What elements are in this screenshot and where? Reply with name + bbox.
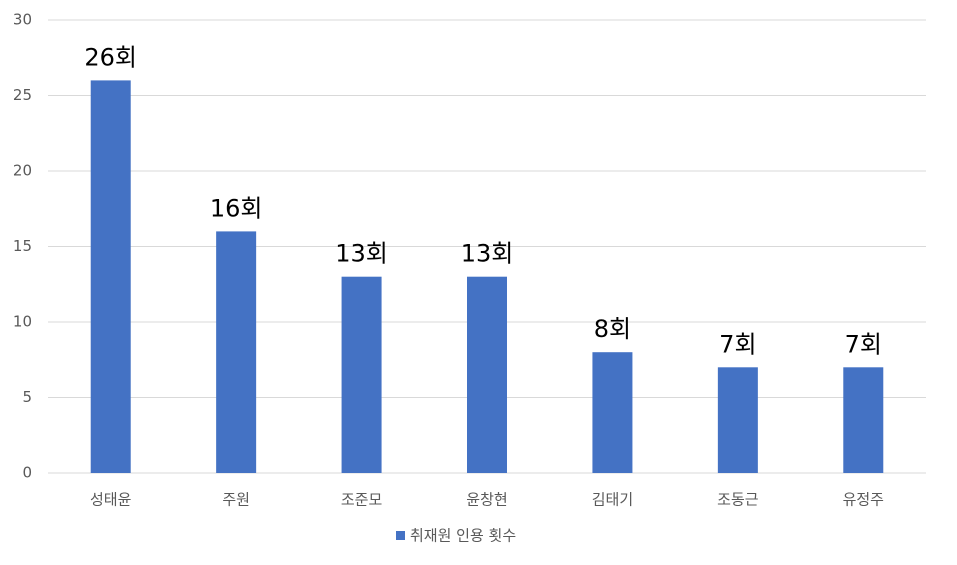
bar — [216, 231, 257, 473]
bar — [90, 80, 131, 474]
legend-swatch — [396, 531, 405, 540]
value-label: 8회 — [594, 315, 631, 343]
y-tick-label: 10 — [13, 313, 32, 331]
y-tick-label: 25 — [13, 86, 32, 104]
y-tick-label: 30 — [13, 11, 32, 29]
bar — [467, 276, 507, 473]
legend-label: 취재원 인용 횟수 — [410, 527, 516, 545]
value-label: 7회 — [845, 330, 882, 358]
value-label: 13회 — [461, 240, 514, 268]
y-tick-label: 15 — [13, 237, 32, 255]
x-tick-label: 조준모 — [341, 491, 383, 509]
y-tick-label: 0 — [22, 464, 32, 482]
y-tick-label: 5 — [22, 388, 32, 406]
bar — [341, 276, 382, 473]
value-label: 7회 — [719, 330, 756, 358]
bar — [717, 367, 758, 473]
x-tick-label: 주원 — [222, 491, 250, 509]
x-tick-label: 김태기 — [592, 491, 633, 509]
value-label: 13회 — [335, 240, 388, 268]
x-tick-label: 윤창현 — [466, 491, 507, 509]
x-tick-label: 유정주 — [843, 491, 884, 509]
x-tick-label: 성태윤 — [90, 491, 132, 509]
value-label: 26회 — [84, 43, 137, 71]
bar — [843, 367, 884, 473]
bar — [592, 352, 633, 473]
value-label: 16회 — [210, 194, 263, 222]
y-tick-label: 20 — [13, 162, 32, 180]
x-tick-label: 조동근 — [717, 491, 759, 509]
